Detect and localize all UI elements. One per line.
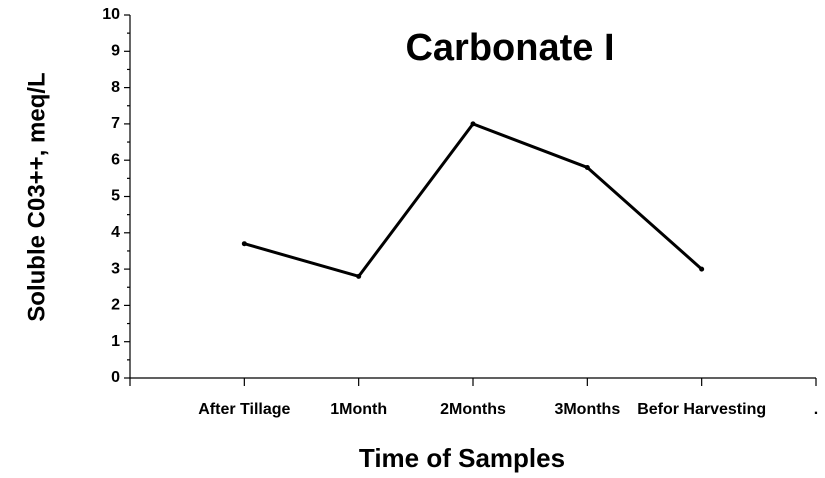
y-tick-label: 3 — [111, 260, 120, 277]
x-tick-label: . — [814, 401, 818, 418]
y-tick-label: 6 — [111, 151, 120, 168]
x-tick-label: 3Months — [554, 401, 620, 418]
y-tick-label: 1 — [111, 333, 120, 350]
data-point — [584, 164, 590, 170]
y-tick-label: 9 — [111, 43, 120, 60]
chart-title: Carbonate I — [405, 27, 614, 69]
data-point — [241, 241, 247, 247]
data-point — [356, 273, 362, 279]
y-tick-label: 5 — [111, 188, 120, 205]
y-tick-label: 2 — [111, 297, 120, 314]
y-tick-label: 0 — [111, 369, 120, 386]
x-tick-label: After Tillage — [198, 401, 290, 418]
data-point — [470, 121, 476, 127]
y-tick-label: 7 — [111, 115, 120, 132]
data-point — [699, 266, 705, 272]
x-tick-label: 2Months — [440, 401, 506, 418]
y-tick-label: 4 — [111, 224, 120, 241]
y-tick-label: 8 — [111, 79, 120, 96]
y-axis-label: Soluble C03++, meq/L — [23, 72, 50, 321]
x-tick-label: 1Month — [330, 401, 387, 418]
x-axis-label: Time of Samples — [359, 443, 565, 473]
data-line — [243, 122, 703, 278]
x-tick-label: Befor Harvesting — [637, 401, 766, 418]
y-tick-label: 10 — [102, 6, 120, 23]
